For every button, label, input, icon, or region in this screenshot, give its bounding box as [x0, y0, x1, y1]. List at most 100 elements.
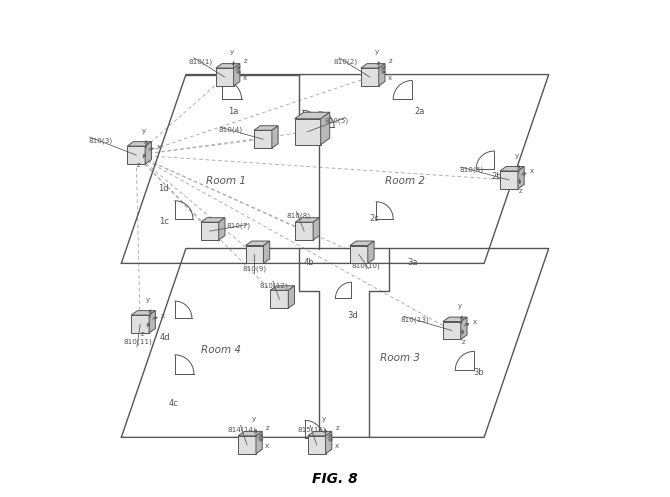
Polygon shape	[245, 241, 270, 246]
Text: 810(4): 810(4)	[218, 127, 243, 134]
Polygon shape	[263, 241, 270, 263]
Text: 3c: 3c	[308, 434, 318, 443]
Text: y: y	[515, 153, 519, 159]
Text: z: z	[137, 162, 141, 168]
Polygon shape	[295, 112, 330, 119]
Text: 4a: 4a	[245, 256, 256, 265]
Polygon shape	[201, 222, 218, 240]
Polygon shape	[234, 64, 240, 86]
Polygon shape	[131, 311, 155, 315]
Text: z: z	[141, 331, 145, 337]
Text: y: y	[146, 297, 150, 303]
Polygon shape	[131, 315, 149, 333]
Text: 3a: 3a	[407, 258, 418, 267]
Text: 1c: 1c	[159, 217, 168, 226]
Text: 1a: 1a	[228, 107, 239, 116]
Text: Room 2: Room 2	[385, 176, 425, 186]
Polygon shape	[254, 126, 278, 130]
Text: 810(5): 810(5)	[324, 117, 348, 124]
Polygon shape	[321, 112, 330, 145]
Polygon shape	[361, 68, 379, 86]
Text: 814(14): 814(14)	[228, 426, 257, 433]
Polygon shape	[216, 68, 234, 86]
Text: x: x	[473, 319, 477, 325]
Polygon shape	[254, 130, 272, 148]
Text: 2c: 2c	[370, 214, 380, 223]
Polygon shape	[500, 171, 518, 189]
Polygon shape	[216, 64, 240, 68]
Text: Room 3: Room 3	[380, 353, 419, 363]
Polygon shape	[500, 166, 524, 171]
Text: x: x	[265, 443, 269, 449]
Polygon shape	[443, 317, 467, 322]
Text: Room 1: Room 1	[206, 176, 246, 186]
Text: 4d: 4d	[159, 333, 170, 342]
Polygon shape	[256, 431, 262, 454]
Text: 810(2): 810(2)	[334, 59, 358, 66]
Text: 810(7): 810(7)	[226, 223, 251, 230]
Text: 4b: 4b	[304, 258, 314, 267]
Text: z: z	[335, 425, 339, 431]
Text: y: y	[375, 49, 379, 55]
Text: z: z	[519, 188, 523, 194]
Text: 2d: 2d	[318, 130, 328, 139]
Polygon shape	[149, 311, 155, 333]
Text: z: z	[243, 58, 247, 64]
Polygon shape	[350, 241, 374, 246]
Polygon shape	[127, 146, 145, 164]
Polygon shape	[271, 290, 288, 308]
Polygon shape	[288, 286, 295, 308]
Text: 810(1): 810(1)	[189, 59, 213, 66]
Polygon shape	[127, 142, 151, 146]
Text: y: y	[322, 416, 326, 422]
Text: 810(11): 810(11)	[123, 338, 152, 345]
Polygon shape	[272, 126, 278, 148]
Text: 810(8): 810(8)	[286, 213, 310, 220]
Polygon shape	[379, 64, 385, 86]
Text: z: z	[389, 58, 392, 64]
Text: x: x	[388, 75, 392, 81]
Text: FIG. 8: FIG. 8	[312, 472, 358, 486]
Polygon shape	[518, 166, 524, 189]
Text: 810(12): 810(12)	[260, 282, 289, 289]
Text: x: x	[157, 144, 161, 150]
Polygon shape	[326, 431, 332, 454]
Text: y: y	[142, 128, 146, 134]
Polygon shape	[368, 241, 374, 263]
Polygon shape	[295, 222, 313, 240]
Text: 3d: 3d	[347, 311, 358, 320]
Text: 1b: 1b	[302, 137, 313, 146]
Text: 2a: 2a	[414, 107, 425, 116]
Polygon shape	[245, 246, 263, 263]
Text: y: y	[252, 416, 256, 422]
Polygon shape	[361, 64, 385, 68]
Text: 4c: 4c	[169, 399, 178, 408]
Polygon shape	[295, 218, 320, 222]
Text: 810(3): 810(3)	[88, 138, 113, 145]
Text: x: x	[530, 168, 534, 174]
Polygon shape	[218, 218, 225, 240]
Text: y: y	[458, 303, 462, 309]
Polygon shape	[313, 218, 320, 240]
Polygon shape	[461, 317, 467, 339]
Text: z: z	[462, 339, 465, 345]
Polygon shape	[308, 436, 326, 454]
Polygon shape	[238, 431, 262, 436]
Text: 2b: 2b	[491, 172, 502, 181]
Text: 810(6): 810(6)	[460, 166, 484, 173]
Text: 815(15): 815(15)	[297, 426, 326, 433]
Text: 810(9): 810(9)	[243, 265, 267, 272]
Text: Room 4: Room 4	[201, 345, 241, 355]
Text: 3b: 3b	[474, 368, 484, 377]
Text: z: z	[266, 425, 269, 431]
Polygon shape	[295, 119, 321, 145]
Text: 810(13): 810(13)	[400, 316, 429, 323]
Text: x: x	[243, 75, 247, 81]
Text: x: x	[334, 443, 339, 449]
Polygon shape	[271, 286, 295, 290]
Text: 810(10): 810(10)	[352, 262, 381, 269]
Polygon shape	[308, 431, 332, 436]
Text: y: y	[230, 49, 234, 55]
Polygon shape	[443, 322, 461, 339]
Polygon shape	[201, 218, 225, 222]
